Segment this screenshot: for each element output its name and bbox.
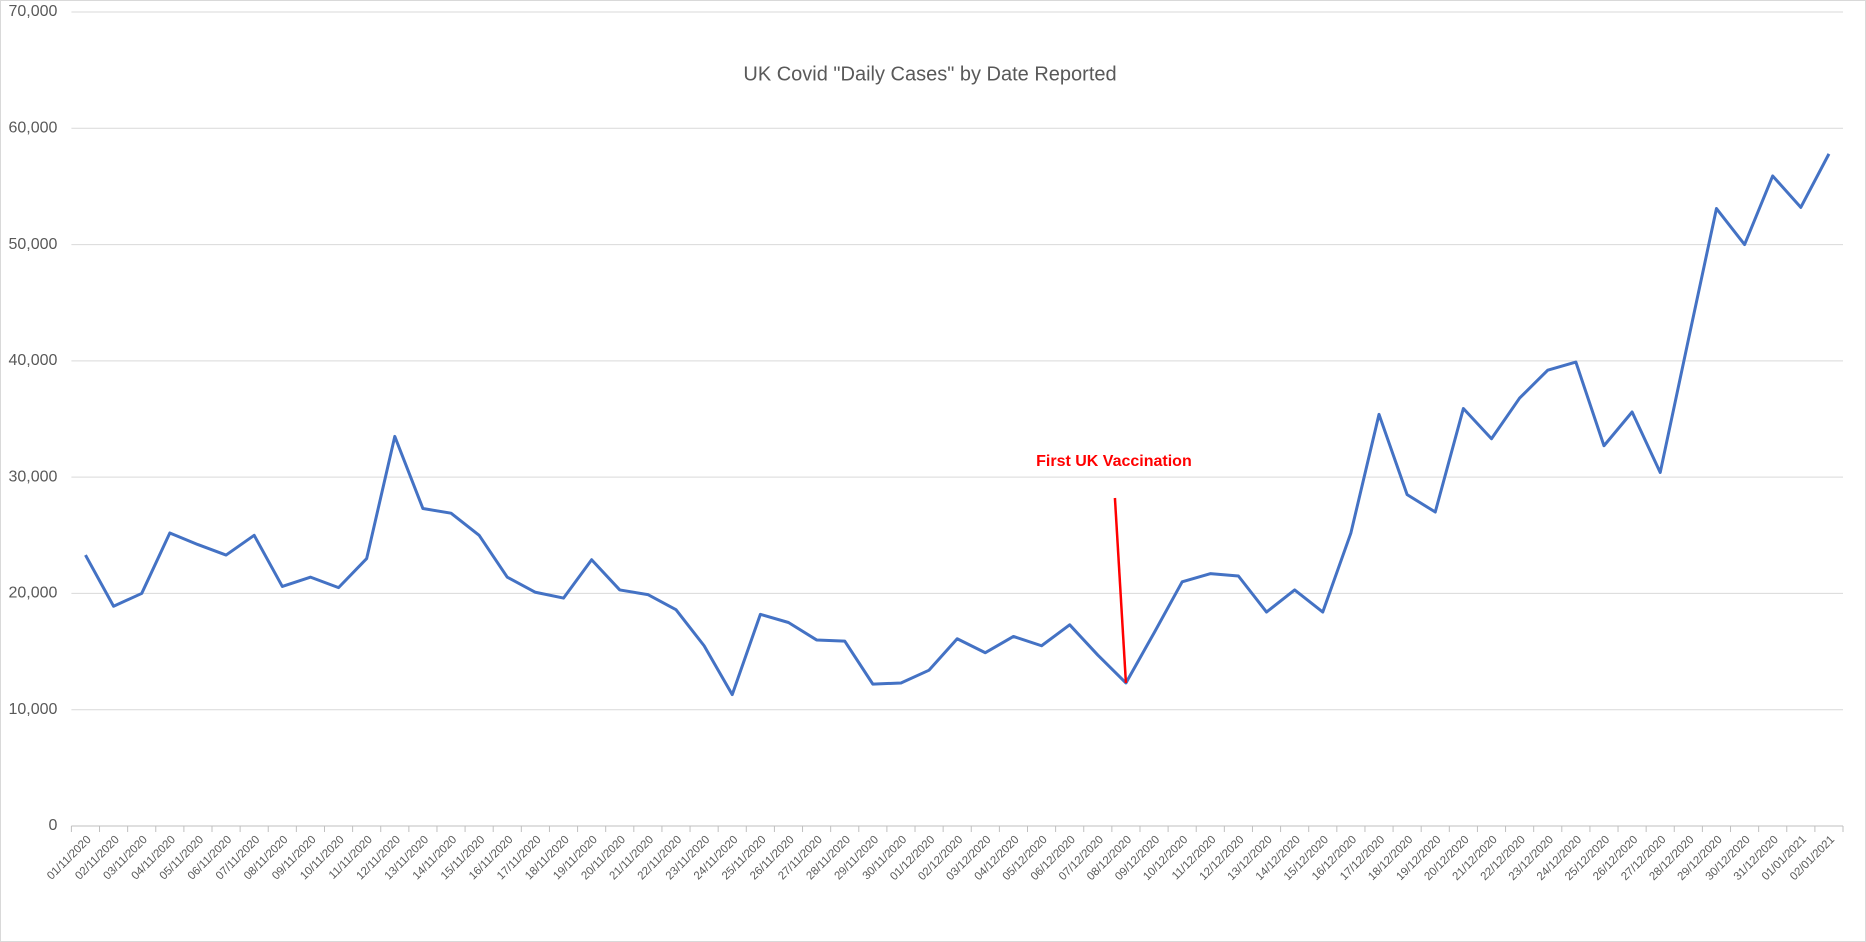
annotation: First UK Vaccination	[1036, 453, 1192, 470]
chart-title: UK Covid "Daily Cases" by Date Reported	[743, 63, 1116, 85]
line-series	[84, 153, 1831, 697]
y-tick-label: 60,000	[8, 120, 57, 137]
y-tick-label: 0	[48, 817, 57, 834]
y-tick-label: 10,000	[8, 701, 57, 718]
annotation-arrow	[1113, 497, 1128, 684]
y-tick-label: 50,000	[8, 236, 57, 253]
y-tick-label: 40,000	[8, 352, 57, 369]
y-tick-label: 20,000	[8, 585, 57, 602]
y-tick-label: 30,000	[8, 468, 57, 485]
y-tick-label: 70,000	[8, 3, 57, 20]
